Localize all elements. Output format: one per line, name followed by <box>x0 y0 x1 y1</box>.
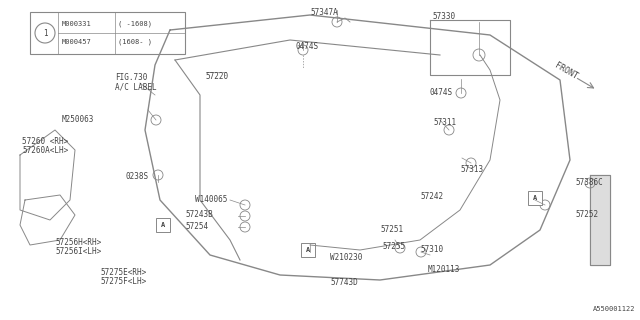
Text: M000457: M000457 <box>62 39 92 45</box>
Bar <box>528 191 542 205</box>
Text: FRONT: FRONT <box>553 61 579 81</box>
Text: A: A <box>161 222 165 228</box>
Text: W210230: W210230 <box>330 253 362 262</box>
Text: 57275F<LH>: 57275F<LH> <box>100 277 147 286</box>
Text: 57311: 57311 <box>433 118 456 127</box>
Text: 57347A: 57347A <box>310 8 338 17</box>
Text: 57313: 57313 <box>460 165 483 174</box>
Text: 57260 <RH>: 57260 <RH> <box>22 137 68 146</box>
Text: W140065: W140065 <box>195 195 227 204</box>
Bar <box>30 12 185 54</box>
Text: FIG.730: FIG.730 <box>115 73 147 82</box>
Text: M120113: M120113 <box>428 265 460 274</box>
Text: 57260A<LH>: 57260A<LH> <box>22 146 68 155</box>
Text: A550001122: A550001122 <box>593 306 635 312</box>
Text: 57275E<RH>: 57275E<RH> <box>100 268 147 277</box>
Text: 57256H<RH>: 57256H<RH> <box>55 238 101 247</box>
Text: 1: 1 <box>43 28 47 37</box>
Text: 0474S: 0474S <box>430 88 453 97</box>
Text: A: A <box>306 247 310 253</box>
Text: 57255: 57255 <box>382 242 405 251</box>
Text: M250063: M250063 <box>62 115 94 124</box>
Bar <box>156 218 170 232</box>
Text: 57310: 57310 <box>420 245 443 254</box>
Text: A: A <box>533 195 537 201</box>
Text: 57243B: 57243B <box>185 210 212 219</box>
Text: 57242: 57242 <box>420 192 443 201</box>
Text: 57251: 57251 <box>380 225 403 234</box>
Text: 57220: 57220 <box>205 72 228 81</box>
Bar <box>301 243 315 257</box>
Text: ( -1608): ( -1608) <box>118 20 152 27</box>
Text: 57386C: 57386C <box>575 178 603 187</box>
Text: A/C LABEL: A/C LABEL <box>115 82 157 91</box>
Text: 57252: 57252 <box>575 210 598 219</box>
Text: M000331: M000331 <box>62 21 92 27</box>
Text: (1608- ): (1608- ) <box>118 39 152 45</box>
Text: 57256I<LH>: 57256I<LH> <box>55 247 101 256</box>
Text: 57743D: 57743D <box>330 278 358 287</box>
Text: 0474S: 0474S <box>295 42 318 51</box>
Polygon shape <box>590 175 610 265</box>
Text: 0238S: 0238S <box>125 172 148 181</box>
Text: 57330: 57330 <box>432 12 455 21</box>
Text: 57254: 57254 <box>185 222 208 231</box>
